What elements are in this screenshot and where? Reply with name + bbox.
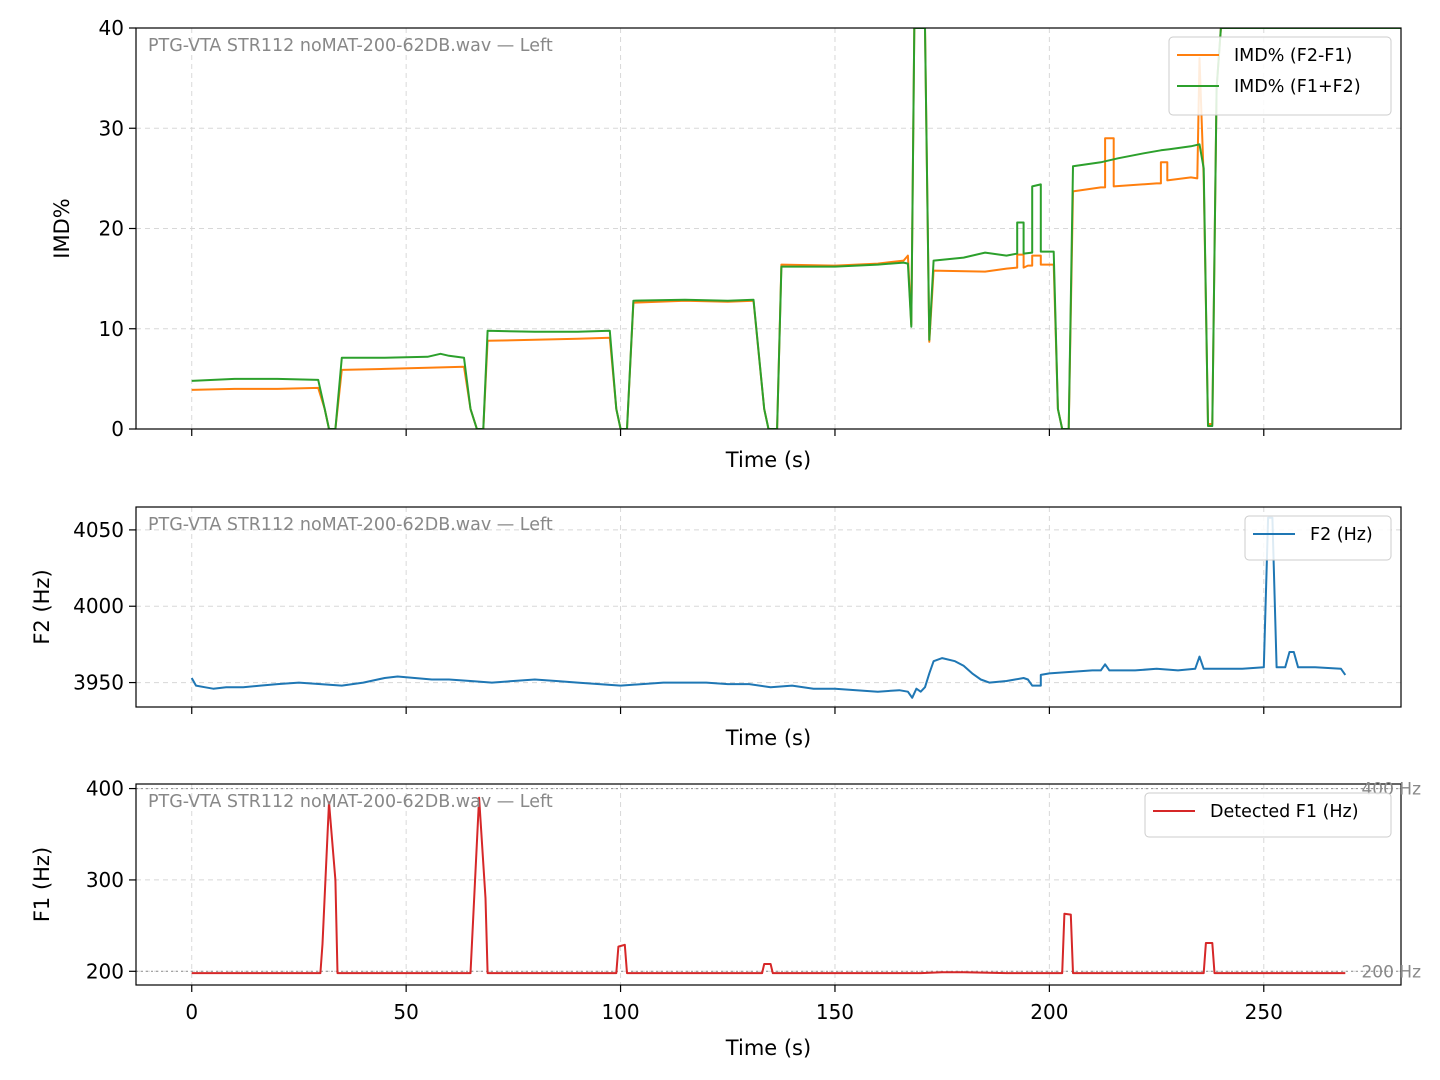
y-tick-label: 3950 bbox=[73, 671, 124, 695]
y-tick-label: 400 bbox=[86, 777, 124, 801]
legend-entry: IMD% (F2-F1) bbox=[1234, 46, 1352, 66]
x-tick-label: 100 bbox=[601, 1000, 639, 1024]
legend-entry: Detected F1 (Hz) bbox=[1210, 802, 1359, 822]
x-axis-label: Time (s) bbox=[725, 1036, 811, 1060]
panel-1: 0 10 20 30 40 Time (s) IMD% PTG-VTA STR112 noMA… bbox=[50, 16, 1402, 472]
file-annotation: PTG-VTA STR112 noMAT-200-62DB.wav — Left bbox=[148, 515, 553, 535]
file-annotation: PTG-VTA STR112 noMAT-200-62DB.wav — Left bbox=[148, 792, 553, 812]
x-tick-label: 50 bbox=[393, 1000, 418, 1024]
legend: IMD% (F2-F1) IMD% (F1+F2) bbox=[1168, 36, 1392, 116]
legend: Detected F1 (Hz) bbox=[1144, 792, 1392, 838]
x-tick-label: 250 bbox=[1245, 1000, 1283, 1024]
y-tick-label: 0 bbox=[111, 417, 124, 441]
y-tick-label: 20 bbox=[99, 217, 124, 241]
y-tick-label: 200 bbox=[86, 959, 124, 983]
x-axis-label: Time (s) bbox=[725, 448, 811, 472]
legend-box bbox=[1144, 792, 1392, 838]
y-axis-label: IMD% bbox=[50, 198, 74, 258]
x-tick-label: 200 bbox=[1030, 1000, 1068, 1024]
series-line bbox=[191, 796, 1346, 975]
y-tick-label: 300 bbox=[86, 868, 124, 892]
x-tick-label: 150 bbox=[816, 1000, 854, 1024]
y-tick-label: 30 bbox=[99, 116, 124, 140]
file-annotation: PTG-VTA STR112 noMAT-200-62DB.wav — Left bbox=[148, 36, 553, 56]
legend-box bbox=[1244, 515, 1392, 561]
panel-2: 3950 4000 4050 Time (s) F2 (Hz) PTG-VTA STR11… bbox=[30, 506, 1402, 750]
axes-frame bbox=[135, 783, 1402, 986]
legend-entry: F2 (Hz) bbox=[1310, 525, 1373, 545]
y-tick-label: 40 bbox=[99, 16, 124, 40]
reference-line-label: 200 Hz bbox=[1361, 962, 1421, 982]
series-line bbox=[191, 28, 1401, 429]
series-line bbox=[190, 516, 1347, 699]
legend-box bbox=[1168, 36, 1392, 116]
legend: F2 (Hz) bbox=[1244, 515, 1392, 561]
y-tick-label: 10 bbox=[99, 317, 124, 341]
panel-3: 0 50 100 150 200 250 200 300 400 Time (s) F1 (Hz) P… bbox=[30, 777, 1421, 1060]
x-tick-label: 0 bbox=[185, 1000, 198, 1024]
y-axis-label: F2 (Hz) bbox=[30, 569, 54, 644]
x-axis-label: Time (s) bbox=[725, 726, 811, 750]
axes-frame bbox=[135, 506, 1402, 708]
y-tick-label: 4050 bbox=[73, 518, 124, 542]
y-axis-label: F1 (Hz) bbox=[30, 847, 54, 922]
series-line bbox=[191, 28, 1401, 429]
legend-entry: IMD% (F1+F2) bbox=[1234, 77, 1361, 97]
y-tick-label: 4000 bbox=[73, 594, 124, 618]
